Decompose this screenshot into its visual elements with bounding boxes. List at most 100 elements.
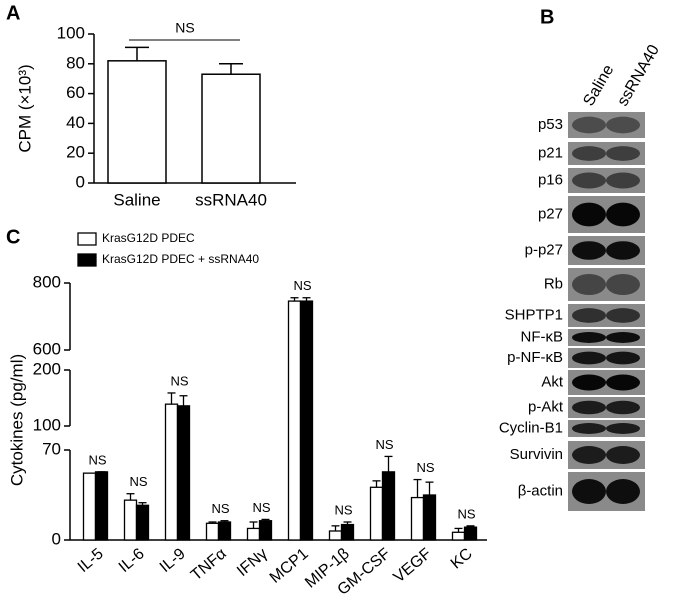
bar	[463, 526, 478, 541]
row-label: p16	[538, 171, 563, 188]
blot-band	[606, 241, 640, 260]
y-tick-label: 100	[33, 415, 61, 434]
bar	[201, 73, 261, 184]
y-tick-label: 70	[42, 439, 61, 458]
blot-band	[572, 241, 606, 260]
bar	[246, 527, 261, 541]
bar	[135, 504, 150, 541]
x-tick-label: TNFα	[188, 545, 230, 584]
row-label: p53	[538, 116, 563, 133]
panel-label: C	[6, 226, 20, 248]
x-tick-label: IL-5	[75, 545, 107, 576]
blot-band	[572, 351, 606, 365]
blot-band	[606, 479, 640, 504]
bar	[82, 472, 97, 541]
x-tick-label: KC	[448, 545, 476, 572]
legend-label: KrasG12D PDEC + ssRNA40	[102, 252, 259, 266]
significance-label: NS	[457, 506, 475, 521]
blot-band	[606, 374, 640, 391]
y-axis-label: Cytokines (pg/ml)	[7, 354, 26, 486]
bar	[107, 60, 167, 184]
y-tick-label: 40	[66, 113, 85, 132]
bar	[205, 522, 220, 541]
row-label: Survivin	[510, 446, 563, 463]
bar	[340, 523, 355, 541]
bar	[94, 471, 109, 541]
y-tick-label: 600	[33, 339, 61, 358]
blot-band	[572, 116, 606, 134]
x-tick-label: IFNγ	[234, 545, 271, 580]
blot-band	[606, 172, 640, 189]
x-tick-label: Saline	[113, 190, 160, 209]
y-tick-label: 20	[66, 143, 85, 162]
significance-label: NS	[375, 437, 393, 452]
lane-label: ssRNA40	[614, 42, 663, 109]
significance-label: NS	[88, 452, 106, 467]
bar	[328, 530, 343, 541]
legend-swatch	[77, 232, 97, 246]
significance-label: NS	[170, 373, 188, 388]
y-tick-label: 0	[52, 529, 61, 548]
row-label: Akt	[541, 373, 564, 390]
row-label: p-NF-κB	[507, 349, 563, 366]
blot-band	[572, 374, 606, 391]
y-tick-label: 100	[57, 23, 85, 42]
row-label: p-p27	[525, 241, 563, 258]
row-label: p27	[538, 205, 563, 222]
y-tick-label: 800	[33, 272, 61, 291]
significance-label: NS	[252, 500, 270, 515]
significance-label: NS	[334, 502, 352, 517]
significance-label: NS	[129, 474, 147, 489]
y-tick-label: 0	[76, 172, 85, 191]
bar	[451, 531, 466, 541]
row-label: SHPTP1	[505, 306, 563, 323]
panel-label: B	[540, 6, 554, 28]
blot-band	[606, 332, 640, 343]
row-label: p21	[538, 144, 563, 161]
blot-band	[572, 479, 606, 504]
legend-label: KrasG12D PDEC	[102, 231, 195, 245]
x-tick-label: IL-9	[157, 545, 189, 576]
x-tick-label: IL-6	[116, 545, 148, 576]
blot-band	[606, 273, 640, 296]
y-tick-label: 80	[66, 53, 85, 72]
lane-label: Saline	[580, 62, 617, 109]
significance-label: NS	[211, 501, 229, 516]
y-tick-label: 60	[66, 83, 85, 102]
y-tick-label: 200	[33, 359, 61, 378]
row-label: Cyclin-B1	[499, 419, 563, 436]
blot-band	[606, 146, 640, 161]
blot-band	[572, 446, 606, 464]
row-label: p-Akt	[528, 398, 564, 415]
x-tick-label: VEGF	[390, 545, 434, 586]
blot-band	[606, 116, 640, 134]
blot-band	[572, 202, 606, 227]
significance-label: NS	[416, 460, 434, 475]
bar	[369, 486, 384, 541]
bar	[217, 521, 232, 541]
legend-swatch	[77, 253, 97, 267]
bar	[422, 494, 437, 541]
blot-band	[606, 423, 640, 434]
panel-label: A	[6, 2, 20, 24]
significance-label: NS	[293, 278, 311, 293]
row-label: β-actin	[518, 482, 563, 499]
bar	[410, 496, 425, 541]
blot-band	[572, 146, 606, 161]
blot-band	[572, 308, 606, 323]
row-label: NF-κB	[521, 328, 564, 345]
blot-band	[572, 273, 606, 296]
bar	[176, 405, 191, 541]
blot-band	[572, 423, 606, 434]
blot-band	[606, 351, 640, 365]
bar	[381, 471, 396, 541]
y-axis-label: CPM (×10³)	[15, 64, 34, 152]
blot-band	[606, 400, 640, 415]
blot-band	[572, 172, 606, 189]
blot-band	[606, 308, 640, 323]
row-label: Rb	[544, 275, 563, 292]
bar	[123, 499, 138, 541]
x-tick-label: ssRNA40	[195, 190, 267, 209]
blot-strip	[568, 112, 645, 138]
